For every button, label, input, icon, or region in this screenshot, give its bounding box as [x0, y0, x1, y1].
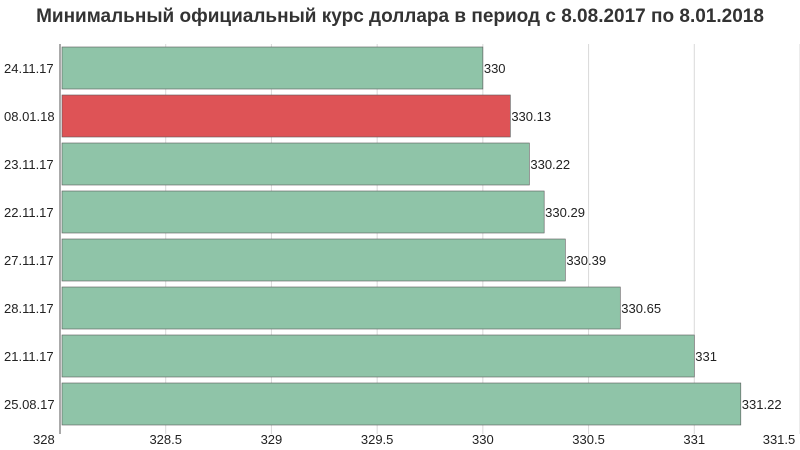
bar-highlighted	[61, 94, 511, 138]
value-label: 331.22	[742, 397, 782, 412]
bar	[61, 334, 695, 378]
bar	[61, 46, 484, 90]
axes: 328 328.5 329 329.5 330 330.5 331 331.5 24.11.17…	[4, 44, 795, 447]
x-tick-label: 330	[472, 432, 494, 447]
bar	[61, 382, 742, 426]
bar	[61, 238, 566, 282]
category-label: 08.01.18	[4, 109, 55, 124]
chart-title: Минимальный официальный курс доллара в п…	[36, 6, 764, 27]
x-tick-label: 329.5	[361, 432, 394, 447]
bar	[61, 190, 545, 234]
value-label: 330.39	[566, 253, 606, 268]
value-label: 330.22	[530, 157, 570, 172]
category-label: 22.11.17	[4, 205, 54, 220]
x-tick-label: 331	[683, 432, 705, 447]
category-label: 28.11.17	[4, 301, 54, 316]
value-label: 330	[484, 61, 506, 76]
category-label: 27.11.17	[4, 253, 54, 268]
x-tick-label: 330.5	[572, 432, 605, 447]
bar	[61, 142, 530, 186]
bars: 330 330.13 330.22 330.29 330.39 330.65 331 331.…	[61, 46, 782, 426]
x-tick-label: 331.5	[763, 432, 796, 447]
x-tick-label: 329	[261, 432, 283, 447]
value-label: 330.29	[545, 205, 585, 220]
value-label: 330.65	[621, 301, 661, 316]
category-label: 25.08.17	[4, 397, 55, 412]
x-tick-label: 328.5	[149, 432, 182, 447]
value-label: 331	[695, 349, 717, 364]
x-tick-label: 328	[33, 432, 55, 447]
category-label: 24.11.17	[4, 61, 54, 76]
category-label: 23.11.17	[4, 157, 54, 172]
bar	[61, 286, 621, 330]
value-label: 330.13	[511, 109, 551, 124]
category-label: 21.11.17	[4, 349, 54, 364]
